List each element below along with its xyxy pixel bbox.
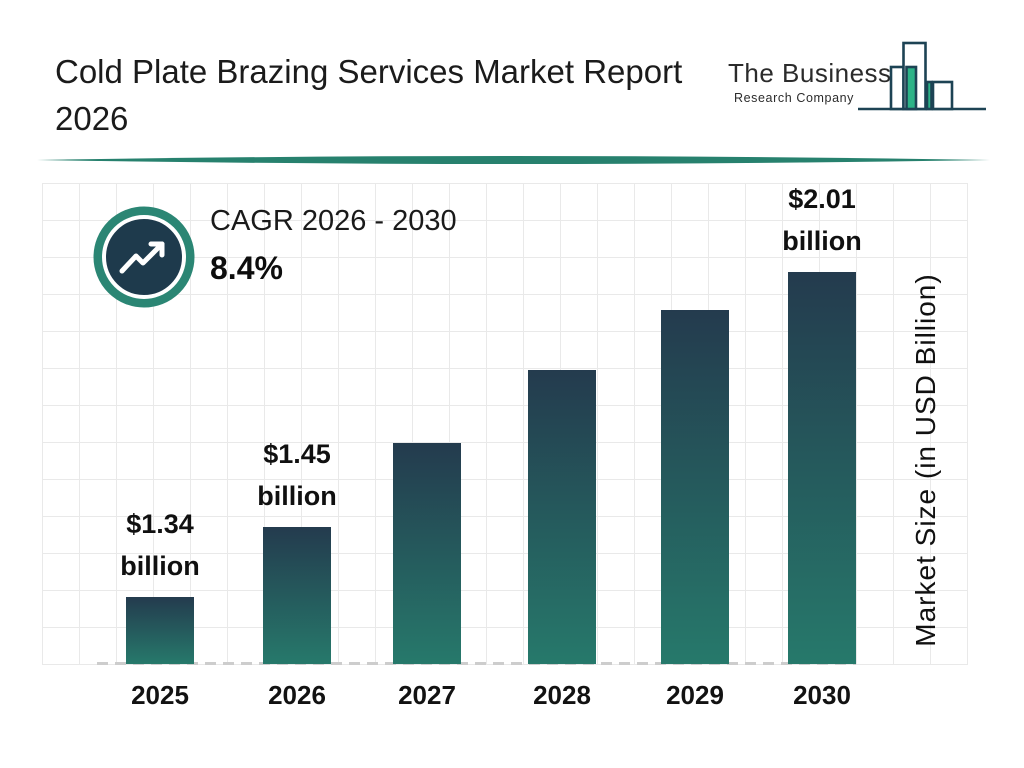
divider [37, 156, 990, 164]
header: Cold Plate Brazing Services Market Repor… [0, 0, 1024, 158]
cagr-callout: CAGR 2026 - 2030 8.4% [92, 203, 512, 313]
trending-up-arrow-icon [93, 206, 195, 308]
x-tick-label-2027: 2027 [398, 680, 456, 710]
company-logo: The Business Research Company [728, 38, 988, 122]
bar-2029 [661, 310, 729, 664]
cagr-label: CAGR 2026 - 2030 [210, 205, 457, 237]
bar-chart-logo-icon [858, 41, 986, 111]
x-tick-label-2028: 2028 [533, 680, 591, 710]
bar-value-label-2026: $1.45 billion [257, 439, 337, 511]
x-tick-label-2025: 2025 [131, 680, 189, 710]
page-title: Cold Plate Brazing Services Market Repor… [55, 53, 683, 137]
cagr-value: 8.4% [210, 250, 283, 286]
logo-subtitle: Research Company [733, 91, 855, 105]
x-tick-label-2029: 2029 [666, 680, 724, 710]
x-axis-baseline [97, 662, 856, 665]
bar-2030 [788, 272, 856, 664]
cagr-text: CAGR 2026 - 2030 8.4% [210, 205, 457, 287]
bar-value-label-2030: $2.01 billion [782, 184, 862, 256]
y-axis-label: Market Size (in USD Billion) [910, 273, 941, 647]
x-tick-label-2026: 2026 [268, 680, 326, 710]
bar-2026 [263, 527, 331, 664]
bar-value-label-2025: $1.34 billion [120, 509, 200, 581]
bar-2025 [126, 597, 194, 664]
bar-2027 [393, 443, 461, 664]
bar-2028 [528, 370, 596, 664]
x-tick-label-2030: 2030 [793, 680, 851, 710]
